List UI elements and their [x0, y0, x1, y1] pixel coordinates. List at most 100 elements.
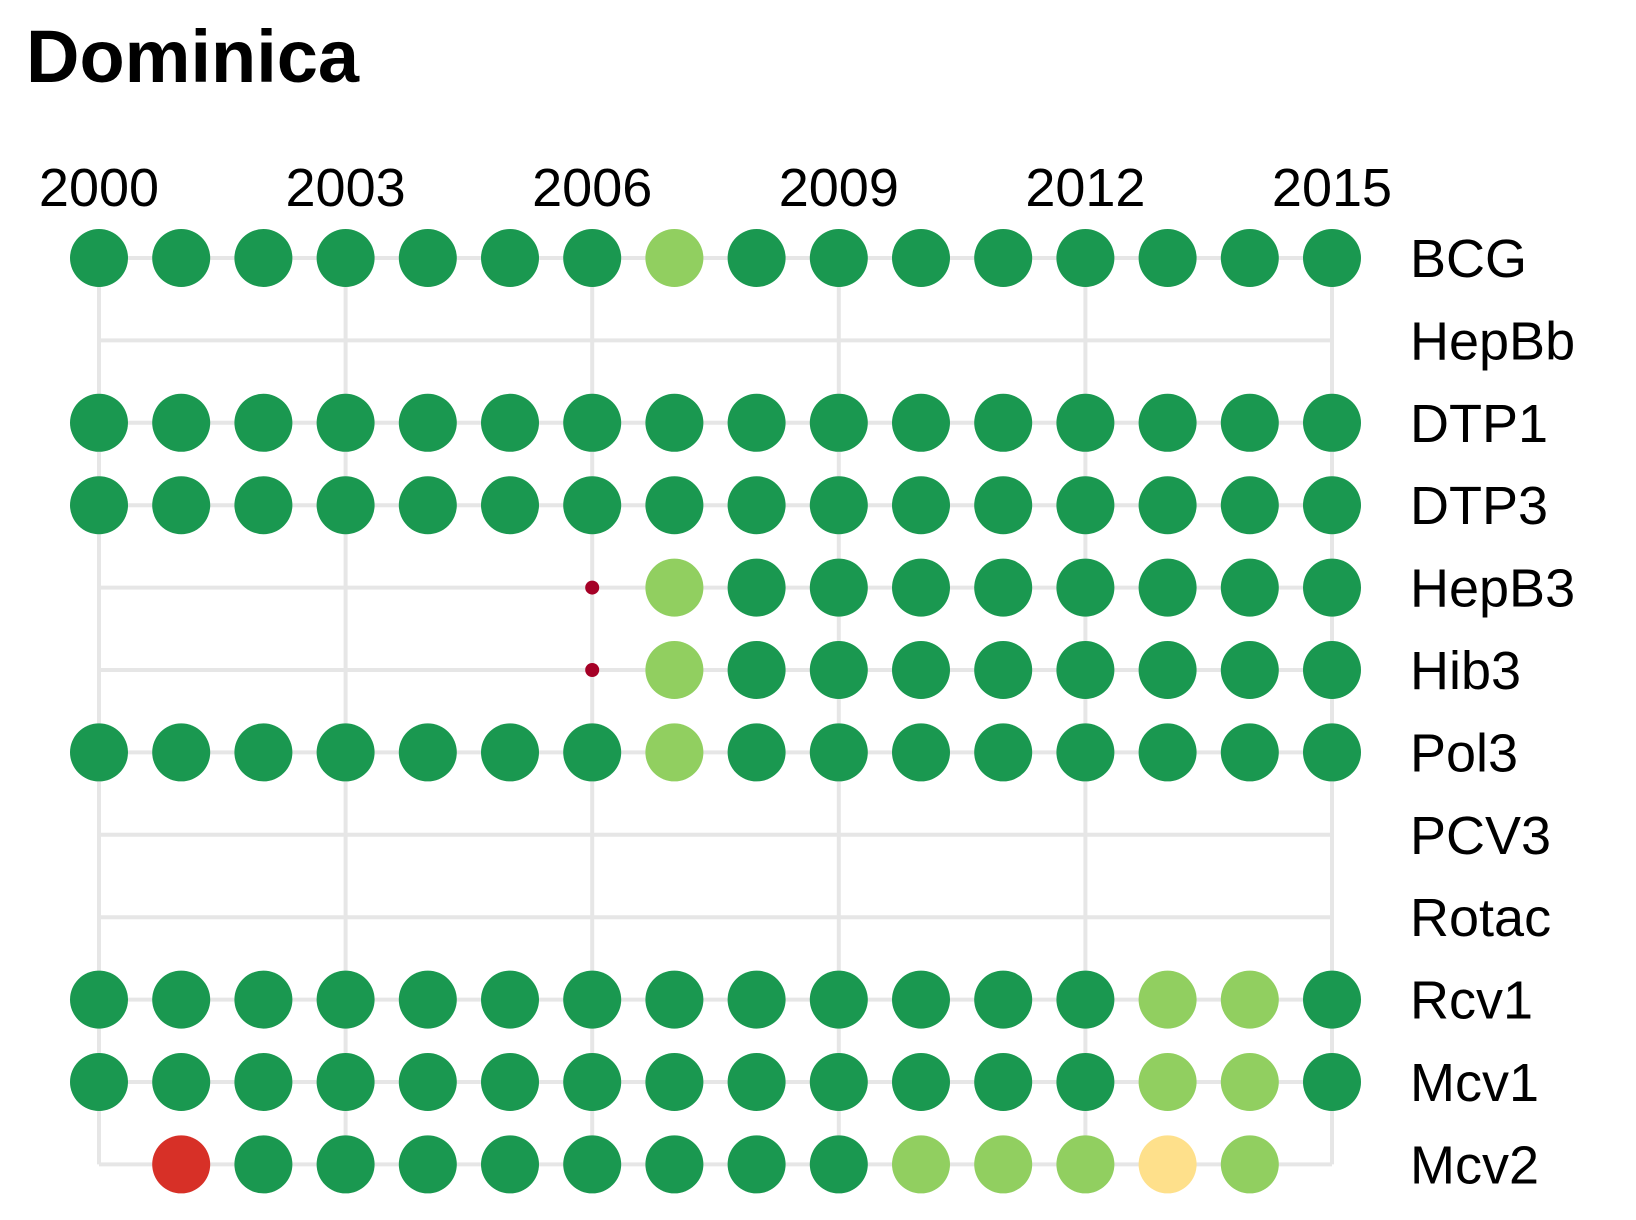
dot-rcv1-2003: [316, 970, 375, 1029]
dot-dtp1-2003: [316, 393, 375, 452]
dot-mcv1-2010: [892, 1053, 950, 1111]
dot-mcv1-2008: [727, 1053, 786, 1111]
dot-mcv2-2013: [1138, 1135, 1197, 1194]
dot-dtp1-2012: [1056, 393, 1115, 452]
dot-hib3-2009: [809, 641, 868, 699]
row-label-mcv1: Mcv1: [1410, 1053, 1539, 1113]
data-points: [70, 229, 1361, 1194]
dot-mcv1-2000: [70, 1053, 128, 1111]
dot-mcv2-2011: [974, 1135, 1033, 1194]
row-label-hepb3: HepB3: [1410, 559, 1575, 619]
dot-dtp3-2001: [152, 476, 211, 535]
x-tick-label-2009: 2009: [779, 158, 899, 218]
x-tick-label-2015: 2015: [1272, 158, 1392, 218]
dot-mcv2-2001: [152, 1135, 211, 1194]
dot-pol3-2000: [70, 723, 128, 782]
dot-rcv1-2010: [892, 970, 950, 1029]
dot-mcv1-2011: [974, 1053, 1033, 1111]
row-label-dtp3: DTP3: [1410, 476, 1548, 536]
dot-mcv1-2002: [234, 1053, 293, 1111]
dot-bcg-2000: [70, 229, 128, 287]
dot-mcv2-2009: [809, 1135, 868, 1194]
dot-hepb3-2007: [645, 558, 704, 617]
dot-hib3-2008: [727, 641, 786, 699]
dot-bcg-2004: [398, 229, 457, 287]
dot-rcv1-2007: [645, 970, 704, 1029]
dot-rcv1-2013: [1138, 970, 1197, 1029]
dot-rcv1-2005: [481, 970, 539, 1029]
dot-hepb3-2006: [585, 580, 600, 595]
dot-mcv2-2003: [316, 1135, 375, 1194]
dot-hepb3-2010: [892, 558, 950, 617]
dot-pol3-2012: [1056, 723, 1115, 782]
dot-mcv2-2004: [398, 1135, 457, 1194]
x-tick-label-2012: 2012: [1025, 158, 1145, 218]
dot-mcv1-2003: [316, 1053, 375, 1111]
dot-dtp1-2007: [645, 393, 704, 452]
dot-dtp3-2000: [70, 476, 128, 535]
dot-rcv1-2009: [809, 970, 868, 1029]
dot-hib3-2015: [1303, 641, 1361, 699]
row-label-rcv1: Rcv1: [1410, 971, 1533, 1031]
dot-dtp1-2005: [481, 393, 539, 452]
dot-mcv2-2012: [1056, 1135, 1115, 1194]
dot-hepb3-2013: [1138, 558, 1197, 617]
chart-title: Dominica: [26, 15, 360, 98]
dot-mcv2-2010: [892, 1135, 950, 1194]
dot-bcg-2012: [1056, 229, 1115, 287]
dot-bcg-2003: [316, 229, 375, 287]
dot-dtp1-2008: [727, 393, 786, 452]
dot-dtp1-2013: [1138, 393, 1197, 452]
dot-bcg-2006: [563, 229, 622, 287]
x-tick-labels: 2000 2003 2006 2009 2012 2015: [39, 158, 1392, 218]
dot-rcv1-2004: [398, 970, 457, 1029]
dot-mcv2-2007: [645, 1135, 704, 1194]
dot-hepb3-2011: [974, 558, 1033, 617]
dot-pol3-2011: [974, 723, 1033, 782]
dot-dtp3-2004: [398, 476, 457, 535]
dot-dtp1-2010: [892, 393, 950, 452]
dot-mcv2-2014: [1220, 1135, 1279, 1194]
dot-rcv1-2006: [563, 970, 622, 1029]
dot-pol3-2005: [481, 723, 539, 782]
row-label-hepbb: HepBb: [1410, 311, 1575, 371]
dot-bcg-2010: [892, 229, 950, 287]
dot-dtp3-2006: [563, 476, 622, 535]
dot-hib3-2010: [892, 641, 950, 699]
dot-rcv1-2011: [974, 970, 1033, 1029]
dot-rcv1-2014: [1220, 970, 1279, 1029]
dot-mcv1-2013: [1138, 1053, 1197, 1111]
dot-mcv2-2002: [234, 1135, 293, 1194]
row-label-hib3: Hib3: [1410, 641, 1521, 701]
dot-bcg-2015: [1303, 229, 1361, 287]
x-tick-label-2000: 2000: [39, 158, 159, 218]
dot-dtp3-2010: [892, 476, 950, 535]
dot-dtp3-2013: [1138, 476, 1197, 535]
dot-dtp3-2003: [316, 476, 375, 535]
dot-mcv1-2005: [481, 1053, 539, 1111]
dot-mcv1-2006: [563, 1053, 622, 1111]
dot-bcg-2007: [645, 229, 704, 287]
dot-bcg-2014: [1220, 229, 1279, 287]
dot-dtp3-2014: [1220, 476, 1279, 535]
dot-pol3-2006: [563, 723, 622, 782]
row-label-dtp1: DTP1: [1410, 394, 1548, 454]
dot-dtp3-2012: [1056, 476, 1115, 535]
dot-hib3-2007: [645, 641, 704, 699]
dot-bcg-2011: [974, 229, 1033, 287]
row-labels: BCG HepBb DTP1 DTP3 HepB3 Hib3 Pol3 PCV3 Rotac Rc…: [1410, 229, 1575, 1195]
dot-hib3-2012: [1056, 641, 1115, 699]
dot-dtp1-2004: [398, 393, 457, 452]
dot-rcv1-2001: [152, 970, 211, 1029]
row-label-pcv3: PCV3: [1410, 806, 1551, 866]
dot-hib3-2011: [974, 641, 1033, 699]
dot-mcv2-2008: [727, 1135, 786, 1194]
dot-bcg-2008: [727, 229, 786, 287]
row-label-bcg: BCG: [1410, 229, 1527, 289]
dot-rcv1-2000: [70, 970, 128, 1029]
dot-dtp3-2015: [1303, 476, 1361, 535]
dot-hib3-2013: [1138, 641, 1197, 699]
dot-dtp1-2011: [974, 393, 1033, 452]
dot-pol3-2010: [892, 723, 950, 782]
dot-hepb3-2008: [727, 558, 786, 617]
